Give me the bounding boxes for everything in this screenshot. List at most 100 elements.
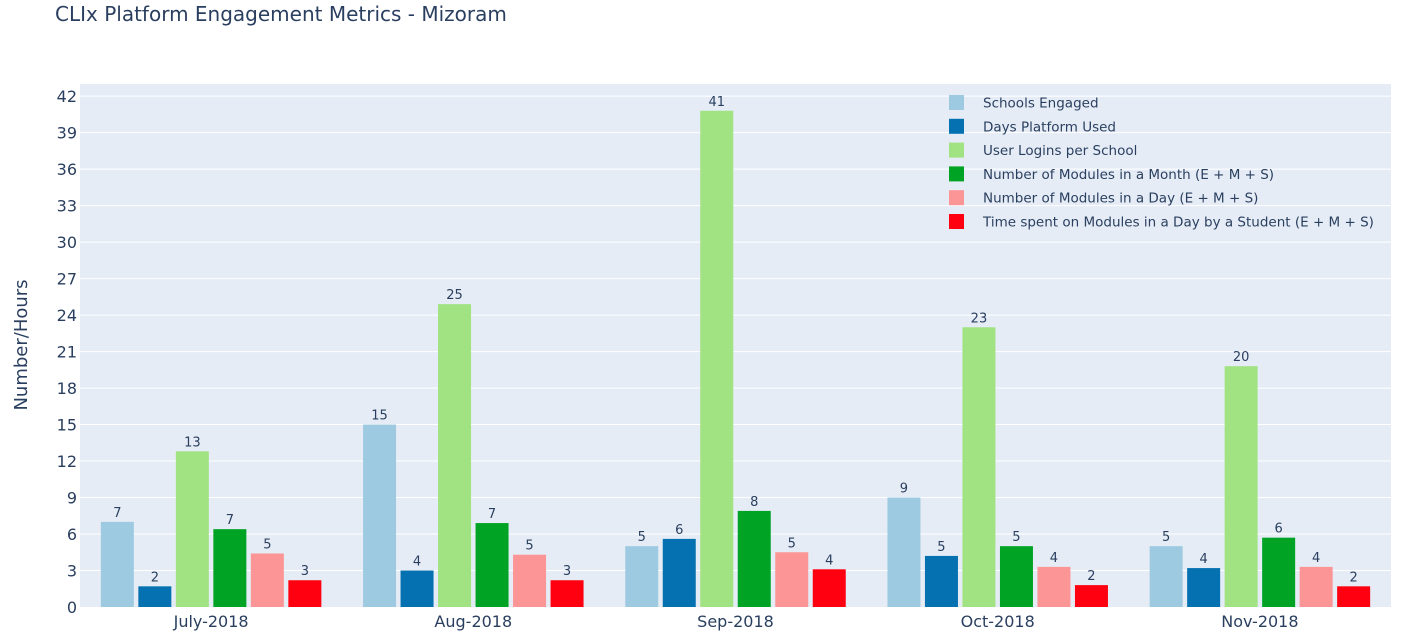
bar-value-label: 41	[708, 95, 725, 110]
y-tick-label: 12	[57, 452, 77, 471]
legend-swatch	[949, 142, 964, 158]
bar[interactable]	[1224, 366, 1258, 607]
legend-label: User Logins per School	[983, 143, 1137, 159]
bar-value-label: 7	[226, 513, 234, 528]
bars	[100, 110, 1371, 607]
y-tick-label: 27	[57, 270, 77, 289]
y-tick-label: 42	[57, 87, 77, 106]
bar[interactable]	[213, 529, 247, 607]
y-tick-label: 18	[57, 379, 77, 398]
bar[interactable]	[250, 553, 284, 607]
legend-item[interactable]: Days Platform Used	[949, 118, 1116, 136]
y-tick-label: 30	[57, 233, 77, 252]
bar-value-label: 2	[151, 570, 159, 585]
bar-value-label: 5	[1162, 530, 1170, 545]
bar[interactable]	[775, 552, 809, 607]
bar-value-label: 15	[371, 409, 388, 424]
legend-label: Number of Modules in a Day (E + M + S)	[983, 191, 1258, 207]
legend-swatch	[949, 166, 964, 182]
x-tick-label: July-2018	[173, 612, 249, 631]
bar-value-label: 13	[184, 435, 201, 450]
bar[interactable]	[887, 497, 921, 607]
bar[interactable]	[138, 586, 172, 607]
bar-value-label: 6	[675, 523, 683, 538]
legend-item[interactable]: Schools Engaged	[949, 95, 1099, 112]
bar-value-label: 25	[446, 288, 463, 303]
bar-value-label: 4	[1312, 551, 1320, 566]
bar[interactable]	[513, 554, 547, 607]
bar[interactable]	[1187, 568, 1221, 607]
bar-value-label: 8	[750, 495, 758, 510]
x-tick-label: Nov-2018	[1221, 612, 1298, 631]
y-tick-label: 24	[57, 306, 77, 325]
y-tick-label: 15	[57, 416, 77, 435]
bar-value-label: 3	[301, 564, 309, 579]
bar-value-label: 4	[1200, 552, 1208, 567]
bar-value-label: 5	[788, 536, 796, 551]
y-tick-label: 6	[67, 525, 77, 544]
bar[interactable]	[737, 510, 771, 607]
bar[interactable]	[662, 538, 696, 607]
chart-title: CLIx Platform Engagement Metrics - Mizor…	[55, 2, 507, 26]
y-tick-label: 9	[67, 489, 77, 508]
legend-swatch	[949, 95, 964, 110]
legend-item[interactable]: Number of Modules in a Month (E + M + S)	[949, 166, 1274, 183]
bar-value-label: 9	[900, 482, 908, 497]
bar-value-label: 4	[825, 553, 833, 568]
bar-value-label: 20	[1233, 350, 1250, 365]
legend-item[interactable]: Number of Modules in a Day (E + M + S)	[949, 190, 1258, 207]
bar-value-label: 6	[1275, 522, 1283, 537]
y-tick-label: 33	[57, 197, 77, 216]
bar[interactable]	[550, 580, 584, 607]
bar[interactable]	[400, 570, 434, 607]
bar[interactable]	[1262, 537, 1296, 607]
bar[interactable]	[1149, 546, 1183, 607]
y-tick-label: 0	[67, 598, 77, 617]
bar[interactable]	[924, 555, 958, 607]
bar[interactable]	[625, 546, 659, 607]
legend-swatch	[949, 118, 964, 134]
bar-value-label: 2	[1087, 569, 1095, 584]
bar-value-label: 3	[563, 564, 571, 579]
bar-value-label: 4	[1050, 551, 1058, 566]
x-tick-label: Oct-2018	[961, 612, 1035, 631]
bar[interactable]	[700, 110, 734, 607]
x-axis-ticks: July-2018 Aug-2018 Sep-2018 Oct-2018 Nov-201…	[173, 612, 1299, 631]
bar-value-label: 5	[263, 537, 271, 552]
y-axis-label: Number/Hours	[11, 279, 32, 410]
legend-label: Days Platform Used	[983, 119, 1116, 135]
plot-area	[80, 84, 1391, 607]
bar[interactable]	[438, 304, 472, 607]
bar[interactable]	[1299, 566, 1333, 607]
legend-label: Schools Engaged	[983, 96, 1099, 112]
bar[interactable]	[288, 580, 322, 607]
legend-swatch	[949, 214, 964, 229]
legend-label: Time spent on Modules in a Day by a Stud…	[982, 215, 1374, 231]
bar[interactable]	[999, 546, 1033, 607]
bar[interactable]	[812, 569, 846, 607]
bar-value-label: 4	[413, 555, 421, 570]
bar[interactable]	[1037, 566, 1071, 607]
gridlines	[80, 95, 1391, 572]
legend-item[interactable]: User Logins per School	[949, 142, 1137, 160]
y-tick-label: 3	[67, 562, 77, 581]
bar[interactable]	[100, 521, 134, 607]
bar[interactable]	[1074, 585, 1108, 607]
bar-value-label: 23	[971, 311, 988, 326]
bar-value-label: 5	[525, 539, 533, 554]
legend-label: Number of Modules in a Month (E + M + S)	[983, 167, 1274, 183]
y-tick-label: 39	[57, 124, 77, 143]
bar-value-label: 7	[488, 507, 496, 522]
bar[interactable]	[1337, 586, 1371, 607]
bar-value-label: 5	[1012, 530, 1020, 545]
bar[interactable]	[962, 327, 996, 607]
bar[interactable]	[363, 424, 397, 607]
bar-value-label: 5	[937, 540, 945, 555]
legend-item[interactable]: Time spent on Modules in a Day by a Stud…	[949, 214, 1374, 231]
bar[interactable]	[475, 523, 509, 607]
bar[interactable]	[175, 451, 209, 607]
legend[interactable]: Schools Engaged Days Platform Used User Lo…	[949, 95, 1374, 231]
